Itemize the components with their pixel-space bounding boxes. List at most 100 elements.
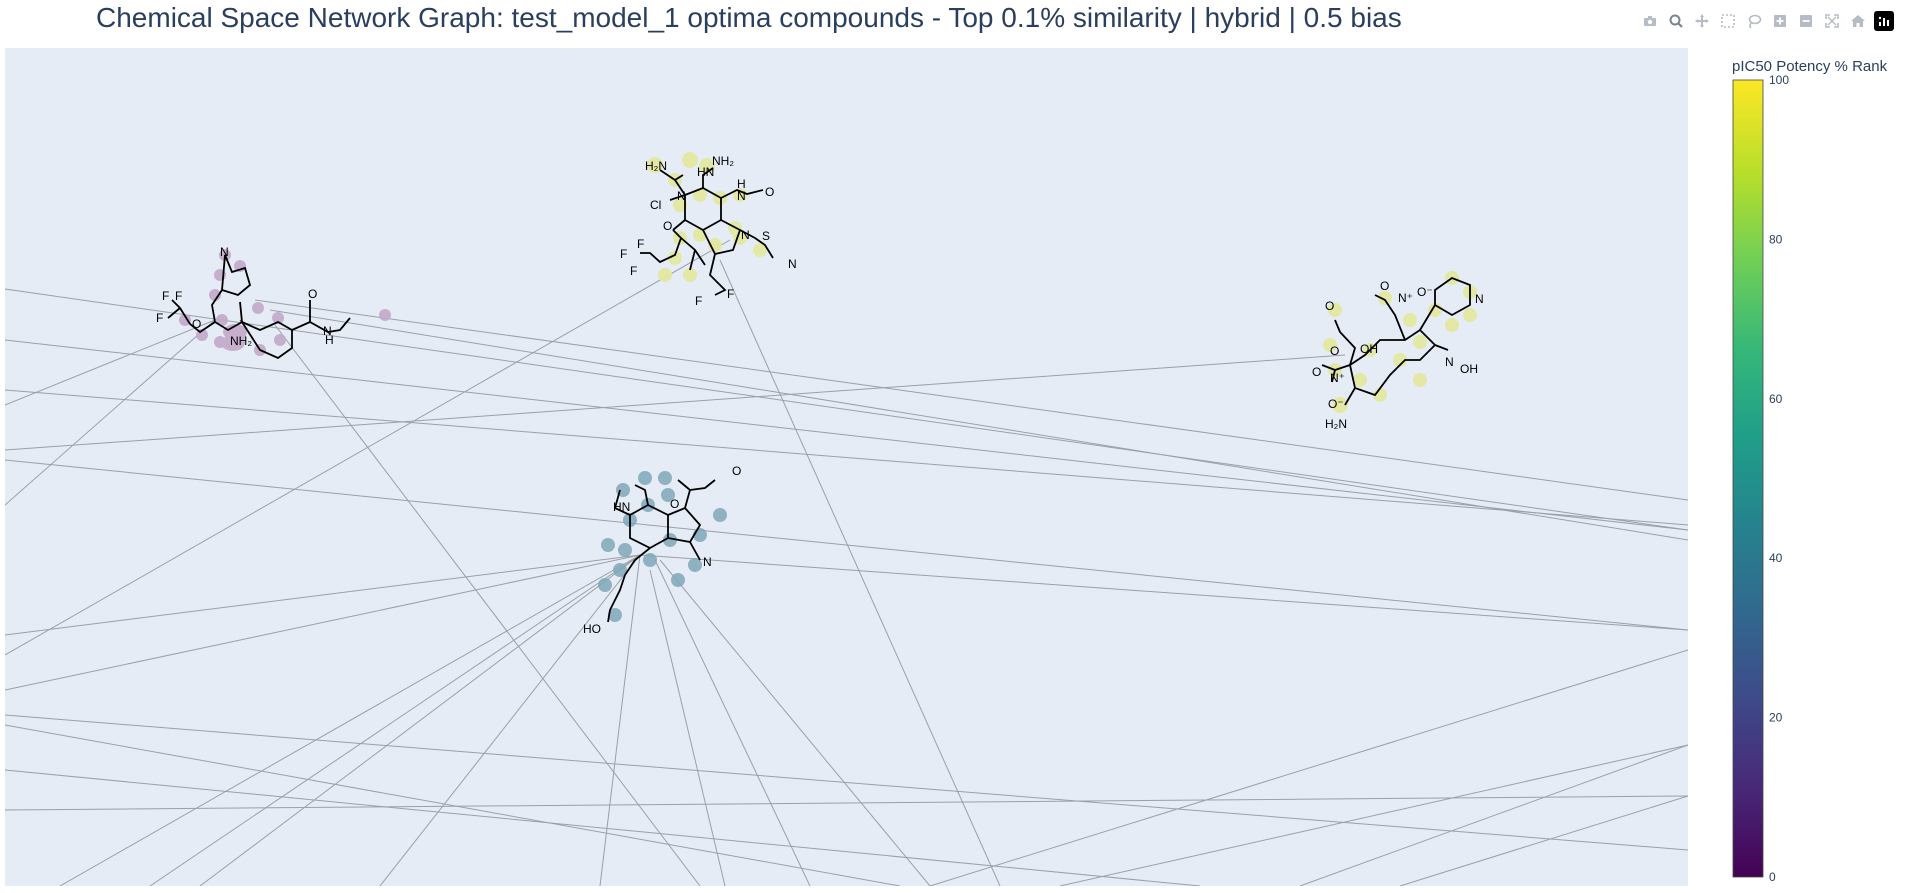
edge: [599, 554, 641, 886]
atom-label: O: [1380, 279, 1389, 293]
atom-label: N⁺: [1398, 291, 1413, 305]
edge: [5, 339, 1688, 531]
atom-label: O: [732, 464, 741, 478]
lasso-select-icon[interactable]: [1744, 11, 1764, 31]
zoom-in-icon[interactable]: [1770, 11, 1790, 31]
modebar: [1640, 10, 1894, 32]
atom-label: N: [1445, 355, 1454, 369]
plotly-logo-icon[interactable]: [1874, 11, 1894, 31]
edge: [5, 389, 1688, 526]
edge: [1399, 795, 1688, 886]
atom-label: O: [1325, 299, 1334, 313]
edge: [5, 288, 1688, 531]
edge: [149, 554, 641, 886]
atom-label: O: [765, 185, 774, 199]
zoom-icon[interactable]: [1666, 11, 1686, 31]
pan-icon[interactable]: [1692, 11, 1712, 31]
edge: [1059, 744, 1688, 886]
edge: [719, 259, 1001, 886]
atom-label: Cl: [650, 198, 661, 212]
edge: [639, 554, 1688, 631]
atom-label: O⁻: [1328, 397, 1344, 411]
edge: [254, 299, 1688, 501]
edge: [269, 309, 1688, 541]
colorbar-tick-label: 40: [1769, 551, 1783, 565]
reset-axes-icon[interactable]: [1848, 11, 1868, 31]
edge: [199, 554, 641, 886]
colorbar-tick-label: 60: [1769, 392, 1783, 406]
atom-label: N: [1475, 292, 1484, 306]
atom-label: O: [670, 497, 679, 511]
edge: [5, 769, 1201, 886]
camera-icon[interactable]: [1640, 11, 1660, 31]
atom-label: NH₂: [230, 334, 252, 348]
atom-label: OH: [1460, 362, 1478, 376]
atom-label: H: [325, 333, 334, 347]
atom-label: HN: [613, 500, 630, 514]
atom-label: F: [695, 294, 702, 308]
atom-label: HN: [697, 165, 714, 179]
edge-layer: [5, 239, 1688, 886]
molecule-node-yellow-top[interactable]: H₂N HN NH₂ H N O N Cl O N S N F F F F F: [620, 152, 797, 308]
colorbar-title: pIC50 Potency % Rank: [1732, 58, 1888, 75]
colorbar-tick-label: 0: [1769, 870, 1776, 884]
atom-label: OH: [1360, 342, 1378, 356]
atom-label: O: [663, 219, 672, 233]
autoscale-icon[interactable]: [1822, 11, 1842, 31]
edge: [5, 354, 1346, 451]
molecule-node-yellow-right[interactable]: O N⁺ O⁻ O O OH O N⁺ O⁻ H₂N N OH N: [1312, 271, 1484, 431]
edge: [59, 554, 641, 886]
molecule-node-teal[interactable]: O HN O N HO: [583, 464, 741, 636]
edge: [654, 559, 811, 886]
atom-label: HO: [583, 622, 601, 636]
atom-label: F: [156, 311, 163, 325]
atom-label: H: [737, 177, 746, 191]
atom-label: N: [737, 189, 746, 203]
atom-label: F: [175, 289, 182, 303]
atom-label: F: [162, 289, 169, 303]
atom-label: O⁻: [1417, 285, 1433, 299]
atom-label: F: [727, 287, 734, 301]
edge: [5, 319, 216, 506]
edge: [379, 554, 641, 886]
atom-label: H₂N: [645, 159, 667, 173]
edge: [5, 459, 1688, 631]
colorbar-tick-label: 100: [1769, 73, 1789, 87]
atom-label: O: [1312, 365, 1321, 379]
atom-label: N: [741, 228, 750, 242]
edge: [5, 554, 641, 636]
atom-label: O: [1330, 344, 1339, 358]
atom-label: N: [703, 555, 712, 569]
molecule-node-purple[interactable]: N O N H NH₂ O F F F: [156, 245, 391, 360]
edge: [5, 319, 216, 406]
edge: [659, 559, 931, 886]
edge: [5, 795, 1688, 811]
colorbar: pIC50 Potency % Rank 0 20 40 60 80 100: [1732, 58, 1888, 884]
atom-label: F: [630, 264, 637, 278]
atom-label: NH₂: [712, 154, 734, 168]
plot-area[interactable]: [5, 48, 1688, 886]
atom-label: N⁺: [1330, 371, 1345, 385]
chart-title: Chemical Space Network Graph: test_model…: [96, 2, 1402, 33]
atom-label: F: [637, 237, 644, 251]
zoom-out-icon[interactable]: [1796, 11, 1816, 31]
atom-label: F: [620, 247, 627, 261]
colorbar-tick-label: 80: [1769, 232, 1783, 246]
atom-label: S: [762, 229, 770, 243]
atom-label: O: [308, 287, 317, 301]
atom-label: O: [192, 317, 201, 331]
atom-label: N: [677, 189, 686, 203]
edge: [5, 554, 641, 691]
box-select-icon[interactable]: [1718, 11, 1738, 31]
edge: [1299, 744, 1688, 886]
atom-label: N: [220, 245, 229, 259]
edge: [5, 714, 1688, 851]
edge: [649, 569, 726, 886]
colorbar-ticks: 0 20 40 60 80 100: [1769, 73, 1789, 884]
atom-label: H₂N: [1325, 417, 1347, 431]
atom-label: N: [323, 324, 332, 338]
colorbar-gradient: [1732, 79, 1764, 878]
atom-label: N: [788, 257, 797, 271]
edge: [274, 324, 701, 886]
